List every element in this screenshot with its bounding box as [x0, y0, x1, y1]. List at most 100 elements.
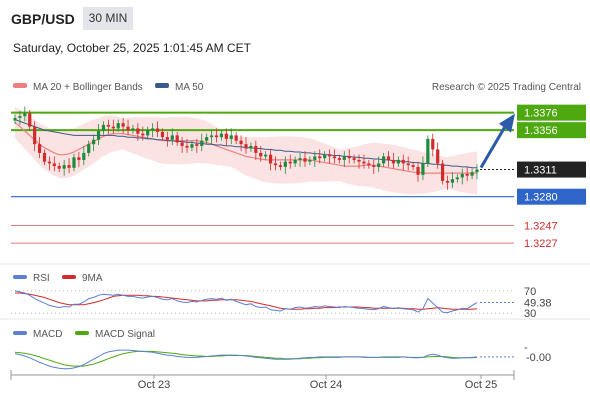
candle-body — [180, 142, 184, 146]
candle — [298, 152, 302, 167]
candle-body — [426, 138, 430, 164]
candle — [421, 156, 425, 181]
target-arrow-shaft — [479, 125, 507, 169]
candle-body — [327, 154, 332, 157]
price-levels — [11, 111, 514, 244]
candle-body — [406, 163, 410, 166]
chart-datetime: Saturday, October 25, 2025 1:01:45 AM CE… — [13, 41, 251, 55]
candle — [244, 137, 248, 154]
candle — [465, 166, 469, 181]
candle — [96, 124, 101, 146]
candle-body — [293, 159, 297, 164]
candle — [224, 128, 228, 146]
macd-legend-swatch — [13, 331, 27, 335]
candle — [141, 126, 145, 141]
candle-body — [47, 161, 52, 164]
candle — [87, 140, 91, 157]
rsi-ma-legend-label: 9MA — [82, 273, 103, 284]
level-tag-1.3356 — [517, 122, 586, 139]
candle-body — [445, 180, 450, 183]
candle-body — [146, 130, 150, 136]
candle-body — [141, 133, 145, 136]
rsi-last-value: 49.38 — [524, 298, 552, 310]
target-arrow-head — [499, 113, 515, 133]
candle-body — [23, 113, 27, 117]
candle-body — [460, 173, 464, 178]
candle — [273, 156, 278, 171]
candle — [62, 159, 66, 176]
candle-body — [332, 156, 337, 159]
candle-body — [33, 126, 37, 145]
candle — [323, 151, 327, 162]
candle — [352, 154, 356, 164]
candle-body — [372, 165, 376, 167]
candle — [318, 149, 322, 164]
candle-body — [239, 140, 243, 145]
candle — [396, 156, 400, 167]
level-label-1.3376: 1.3376 — [524, 108, 558, 120]
candle-body — [72, 157, 76, 168]
timeframe-badge[interactable]: 30 MIN — [83, 7, 133, 30]
candle — [23, 106, 27, 122]
x-tick-label-1: Oct 24 — [310, 379, 342, 391]
candle-body — [475, 169, 479, 173]
ma20-line — [14, 121, 477, 174]
candle-body — [116, 123, 120, 129]
candle-body — [87, 144, 91, 153]
candle — [28, 110, 32, 131]
candle-body — [165, 137, 169, 140]
candle-body — [382, 156, 386, 164]
candle — [57, 162, 61, 173]
candle — [303, 151, 307, 167]
candle — [146, 126, 150, 139]
candle — [151, 123, 155, 138]
candle-body — [362, 161, 366, 164]
candle — [288, 154, 292, 169]
candle — [440, 159, 445, 185]
candle — [367, 159, 371, 169]
rsi-legend-swatch — [13, 275, 27, 279]
ma20-legend-swatch — [13, 83, 27, 88]
candle — [308, 156, 312, 166]
candle-body — [224, 133, 228, 139]
candle — [92, 134, 96, 152]
candle-body — [386, 156, 391, 160]
candle-body — [357, 159, 361, 162]
candle-body — [391, 159, 396, 164]
candle — [67, 158, 71, 174]
candle — [219, 130, 224, 141]
candle — [106, 119, 110, 134]
candle — [278, 161, 283, 171]
candle-body — [13, 117, 17, 121]
candle — [239, 135, 243, 152]
level-tag-1.3376 — [517, 104, 586, 121]
candle-body — [205, 137, 209, 141]
x-tick-label-0: Oct 23 — [138, 379, 170, 391]
candle — [111, 119, 115, 134]
candle — [342, 151, 346, 167]
candle — [254, 140, 258, 160]
candle — [293, 156, 297, 167]
rsi-legend-label: RSI — [33, 273, 50, 284]
macd-panel: --0.00 — [14, 342, 551, 370]
candle — [264, 151, 268, 160]
candle-body — [170, 135, 174, 140]
candle-body — [151, 128, 155, 131]
candle — [426, 135, 430, 167]
candle-body — [342, 156, 346, 160]
candle-body — [37, 144, 42, 153]
candle — [13, 114, 17, 125]
candle — [327, 149, 332, 164]
candle — [475, 164, 479, 180]
candle-body — [175, 135, 179, 143]
rsi-ma-legend-swatch — [62, 275, 76, 279]
candle-body — [219, 133, 224, 138]
candle — [445, 175, 450, 190]
candle — [313, 151, 317, 167]
x-tick-label-2: Oct 25 — [465, 379, 497, 391]
candle-body — [352, 158, 356, 160]
macd-last-value: -0.00 — [526, 352, 551, 364]
candle-body — [436, 149, 440, 164]
candle-body — [67, 165, 71, 168]
